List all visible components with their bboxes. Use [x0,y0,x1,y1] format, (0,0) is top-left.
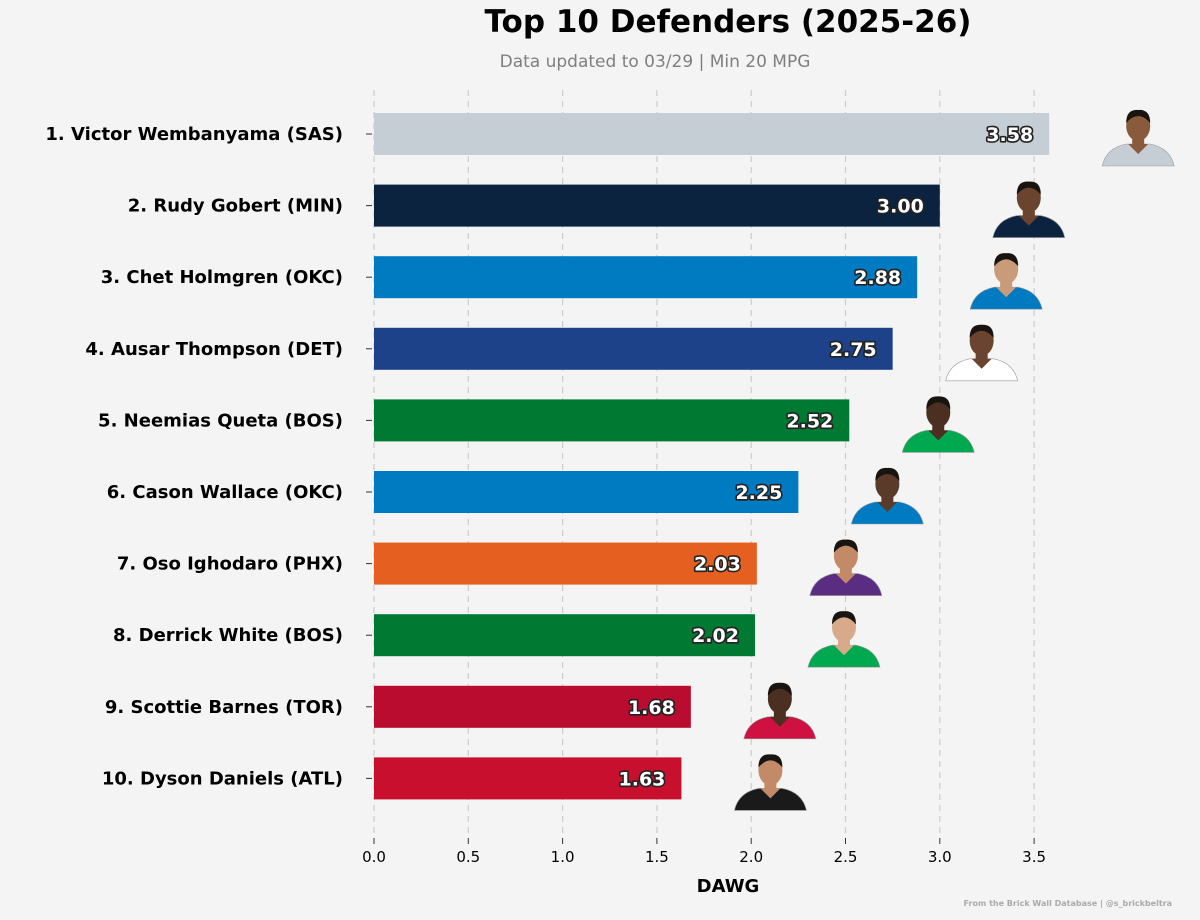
player-headshot [734,754,807,811]
category-label: 5. Neemias Queta (BOS) [98,410,343,431]
bar[interactable] [374,256,918,299]
player-headshot [1101,109,1175,167]
bar[interactable] [374,685,691,728]
x-tick-label: 3.5 [1022,848,1046,866]
category-label: 8. Derrick White (BOS) [113,625,343,646]
category-label: 3. Chet Holmgren (OKC) [101,267,343,288]
player-headshot [743,682,817,740]
bar[interactable] [374,614,755,657]
value-label: 2.75 [830,339,877,361]
value-label: 2.03 [694,554,741,576]
category-label: 10. Dyson Daniels (ATL) [102,768,343,789]
bar[interactable] [374,757,682,800]
value-label: 3.00 [877,196,924,218]
x-axis-label: DAWG [696,876,760,897]
player-headshot [901,396,975,453]
player-headshot [945,324,1019,382]
category-label: 9. Scottie Barnes (TOR) [105,697,343,718]
chart-title: Top 10 Defenders (2025-26) [484,4,972,40]
value-label: 1.63 [619,768,666,790]
value-label: 3.58 [986,124,1033,146]
x-tick-label: 1.0 [551,848,575,866]
x-tick-label: 3.0 [928,848,952,866]
bar[interactable] [374,399,850,442]
value-label: 2.52 [786,410,833,432]
x-tick-label: 0.5 [456,848,480,866]
bar[interactable] [374,184,940,227]
bar[interactable] [374,327,893,370]
category-label: 4. Ausar Thompson (DET) [85,339,343,360]
bar[interactable] [374,542,757,585]
player-headshot [809,539,883,596]
category-label: 6. Cason Wallace (OKC) [107,482,343,503]
x-tick-label: 2.0 [739,848,763,866]
chart-subtitle: Data updated to 03/29 | Min 20 MPG [499,52,811,72]
bar[interactable] [374,471,799,513]
value-label: 2.02 [692,625,739,647]
category-label: 1. Victor Wembanyama (SAS) [45,124,343,145]
category-label: 7. Oso Ighodaro (PHX) [117,554,343,575]
value-label: 2.25 [735,482,782,504]
value-label: 1.68 [628,697,675,719]
value-label: 2.88 [854,267,901,289]
player-headshot [969,253,1043,310]
player-headshot [807,611,881,668]
player-headshot [992,181,1066,238]
category-label: 2. Rudy Gobert (MIN) [128,196,343,217]
bar[interactable] [374,113,1050,155]
player-headshot [850,467,924,525]
x-tick-label: 0.0 [362,848,386,866]
x-tick-label: 2.5 [834,848,858,866]
credit-text: From the Brick Wall Database | @s_brickb… [963,899,1172,908]
x-tick-label: 1.5 [645,848,669,866]
